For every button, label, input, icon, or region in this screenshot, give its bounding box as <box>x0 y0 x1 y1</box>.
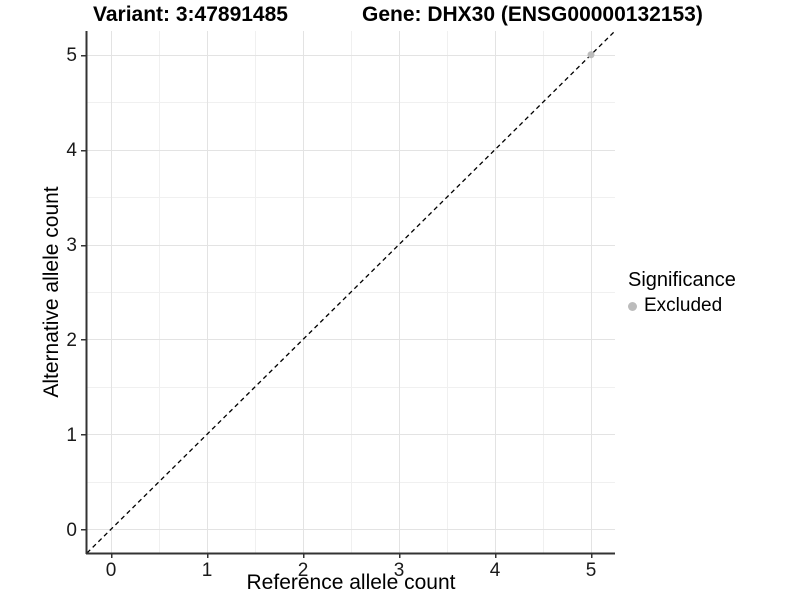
y-tick-label: 0 <box>66 520 77 541</box>
y-tick-label: 4 <box>66 140 77 161</box>
legend-item-label: Excluded <box>644 295 723 316</box>
x-tick-label: 0 <box>106 560 117 581</box>
x-tick-label: 3 <box>394 560 405 581</box>
legend-item-excluded: Excluded <box>628 295 736 317</box>
x-axis-title: Reference allele count <box>246 571 456 594</box>
identity-line <box>86 30 616 554</box>
excluded-point-icon <box>628 301 637 311</box>
legend: Significance Excluded <box>628 269 736 317</box>
gene-title: Gene: DHX30 (ENSG00000132153) <box>362 3 703 26</box>
y-tick-label: 3 <box>66 235 77 256</box>
x-tick-label: 4 <box>490 560 501 581</box>
data-point <box>587 51 595 59</box>
variant-title: Variant: 3:47891485 <box>93 3 288 26</box>
x-tick-label: 2 <box>298 560 309 581</box>
y-tick-label: 1 <box>66 425 77 446</box>
legend-title: Significance <box>628 269 736 291</box>
x-tick-label: 5 <box>586 560 597 581</box>
x-tick-label: 1 <box>202 560 213 581</box>
y-tick-label: 5 <box>66 45 77 66</box>
y-axis-title: Alternative allele count <box>40 186 63 398</box>
y-tick-label: 2 <box>66 330 77 351</box>
